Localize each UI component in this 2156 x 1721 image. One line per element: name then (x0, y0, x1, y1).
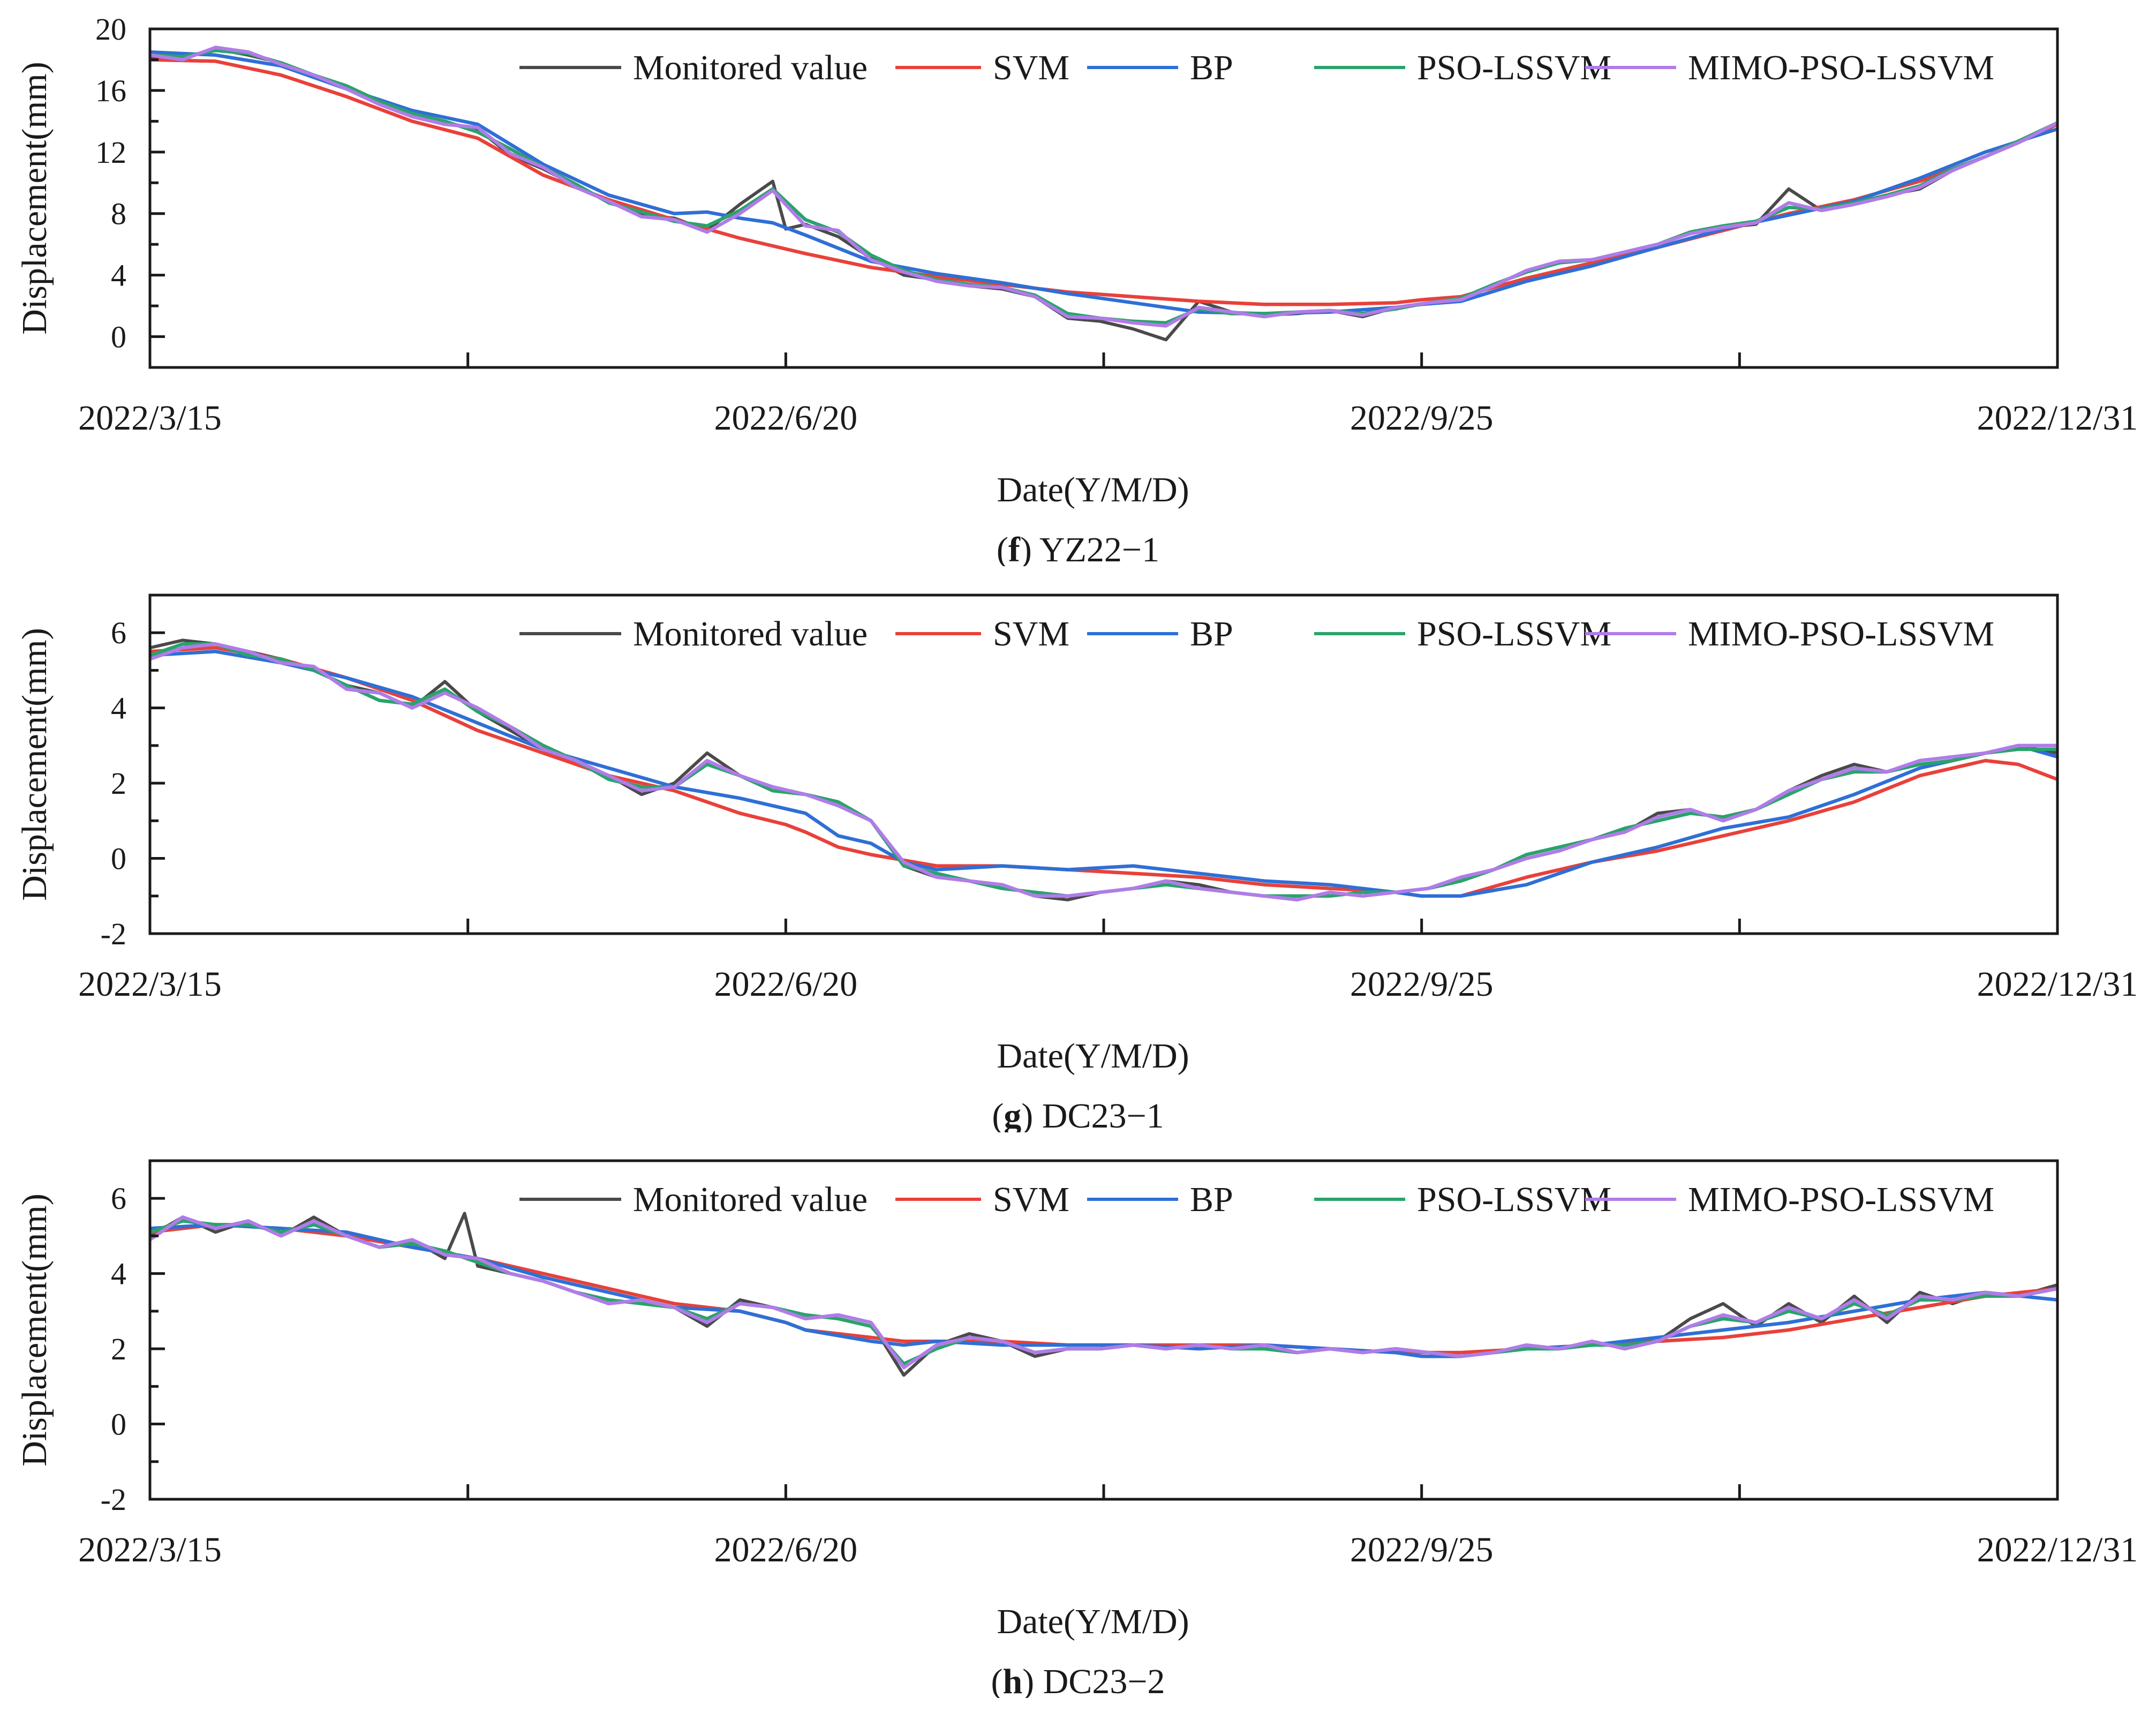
legend-label-svm: SVM (993, 48, 1069, 87)
series-line-pso-lssvm (150, 1219, 2057, 1366)
x-tick-label: 2022/6/20 (714, 1530, 857, 1569)
y-axis-title: Displacement(mm) (15, 1193, 54, 1467)
caption-name: ) DC23−2 (1022, 1662, 1165, 1698)
legend-label-mimo-pso-lssvm: MIMO-PSO-LSSVM (1688, 1180, 1994, 1219)
legend-label-svm: SVM (993, 614, 1069, 653)
x-tick-label: 2022/6/20 (714, 399, 857, 438)
series-line-monitored-value (150, 638, 2057, 901)
chart-panel-2: -2 0 2 4 6 2022/3/15 2022/6/20 2022/9/25 2022/12… (15, 1159, 2138, 1698)
x-tick-label: 2022/3/15 (78, 1530, 222, 1569)
series-line-svm (150, 1223, 2057, 1355)
x-tick-label: 2022/9/25 (1350, 1530, 1494, 1569)
caption-paren-open: ( (991, 1662, 1002, 1698)
y-tick-label: -2 (101, 1482, 126, 1517)
y-tick-label: 12 (95, 135, 126, 170)
y-tick-label: 16 (95, 73, 126, 108)
legend-label-bp: BP (1190, 614, 1233, 653)
series-line-bp (150, 1223, 2057, 1358)
legend-label-monitored-value: Monitored value (633, 614, 868, 653)
series-line-svm (150, 646, 2057, 898)
series-line-monitored-value (150, 1212, 2057, 1377)
y-tick-label: 0 (111, 320, 126, 355)
caption-name: ) DC23−1 (1021, 1096, 1164, 1132)
x-tick-label: 2022/12/31 (1977, 965, 2138, 1004)
series-line-bp (150, 50, 2057, 315)
x-axis-title: Date(Y/M/D) (997, 470, 1189, 509)
legend-label-pso-lssvm: PSO-LSSVM (1417, 1180, 1611, 1219)
y-tick-label: 6 (111, 1181, 126, 1216)
x-tick-label: 2022/12/31 (1977, 1530, 2138, 1569)
y-tick-label: 6 (111, 615, 126, 650)
series-line-pso-lssvm (150, 642, 2057, 898)
x-tick-label: 2022/6/20 (714, 965, 857, 1004)
panel-caption: (h) DC23−2 (991, 1662, 1165, 1698)
caption-letter: g (1004, 1096, 1021, 1132)
y-tick-label: 20 (95, 12, 126, 47)
y-tick-label: 4 (111, 258, 126, 293)
chart-panel-0: 0 4 8 12 16 20 2022/3/15 2022/6/20 2022/9/25 2022… (15, 12, 2138, 566)
series-line-svm (150, 58, 2057, 306)
y-tick-label: 4 (111, 1257, 126, 1291)
x-tick-label: 2022/9/25 (1350, 399, 1494, 438)
y-axis-title: Displacement(mm) (15, 62, 54, 335)
series-group (150, 638, 2057, 902)
series-line-pso-lssvm (150, 48, 2057, 325)
series-line-mimo-pso-lssvm (150, 46, 2057, 328)
series-line-bp (150, 650, 2057, 898)
caption-name: ) YZ22−1 (1020, 530, 1159, 566)
legend-label-mimo-pso-lssvm: MIMO-PSO-LSSVM (1688, 614, 1994, 653)
series-line-mimo-pso-lssvm (150, 642, 2057, 902)
y-tick-label: 4 (111, 691, 126, 726)
y-tick-label: 2 (111, 1332, 126, 1366)
series-group (150, 1212, 2057, 1377)
x-tick-label: 2022/12/31 (1977, 399, 2138, 438)
legend-label-pso-lssvm: PSO-LSSVM (1417, 48, 1611, 87)
y-tick-label: 0 (111, 1407, 126, 1442)
x-tick-label: 2022/3/15 (78, 965, 222, 1004)
series-line-mimo-pso-lssvm (150, 1215, 2057, 1370)
legend-label-bp: BP (1190, 1180, 1233, 1219)
caption-paren-open: ( (992, 1096, 1004, 1132)
legend-label-monitored-value: Monitored value (633, 48, 868, 87)
legend-label-pso-lssvm: PSO-LSSVM (1417, 614, 1611, 653)
x-axis-title: Date(Y/M/D) (997, 1036, 1189, 1076)
caption-letter: h (1002, 1662, 1022, 1698)
y-tick-label: 0 (111, 841, 126, 876)
y-tick-label: 8 (111, 197, 126, 231)
caption-letter: f (1008, 530, 1021, 566)
y-tick-label: 2 (111, 766, 126, 801)
x-tick-label: 2022/9/25 (1350, 965, 1494, 1004)
chart-panel-1: -2 0 2 4 6 2022/3/15 2022/6/20 2022/9/25 2022/12… (15, 593, 2138, 1132)
legend-label-monitored-value: Monitored value (633, 1180, 868, 1219)
panel-caption: (g) DC23−1 (992, 1096, 1164, 1132)
x-axis-title: Date(Y/M/D) (997, 1602, 1189, 1641)
legend-label-mimo-pso-lssvm: MIMO-PSO-LSSVM (1688, 48, 1994, 87)
y-tick-label: -2 (101, 916, 126, 951)
panel-caption: (f) YZ22−1 (997, 530, 1159, 566)
series-group (150, 46, 2057, 342)
caption-paren-open: ( (997, 530, 1008, 566)
y-axis-title: Displacement(mm) (15, 628, 54, 901)
legend-label-svm: SVM (993, 1180, 1069, 1219)
legend-label-bp: BP (1190, 48, 1233, 87)
x-tick-label: 2022/3/15 (78, 399, 222, 438)
